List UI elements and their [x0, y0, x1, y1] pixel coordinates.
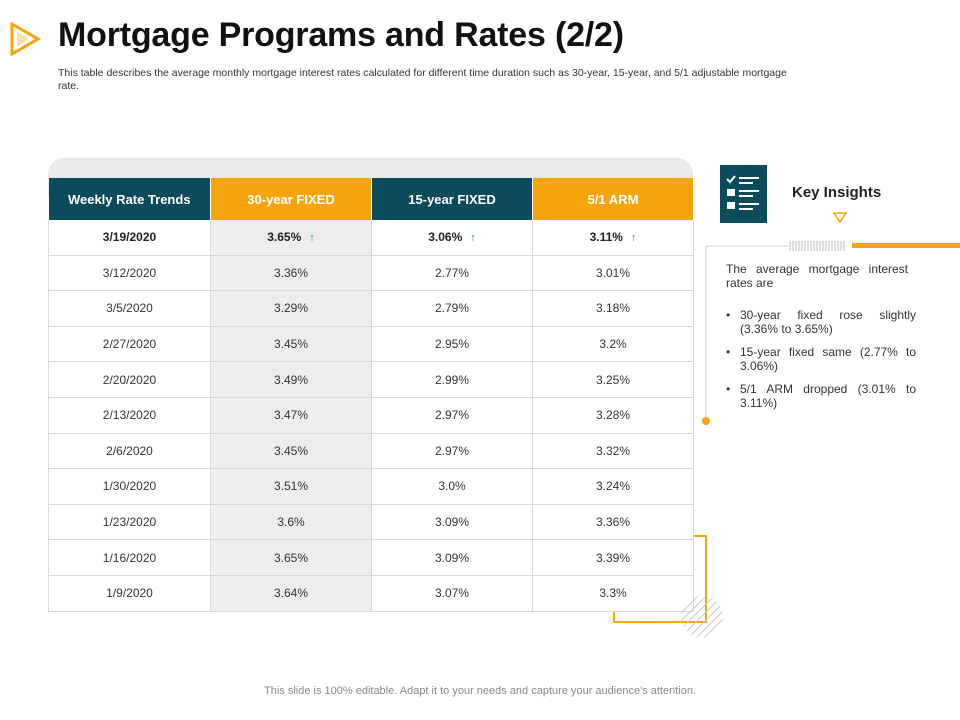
table-row: 1/23/2020 3.6% 3.09% 3.36% — [48, 504, 694, 541]
table-row: 2/6/2020 3.45% 2.97% 3.32% — [48, 433, 694, 470]
date-cell: 2/27/2020 — [48, 326, 211, 363]
date-cell: 3/12/2020 — [48, 255, 211, 292]
date-cell: 1/30/2020 — [48, 468, 211, 505]
list-item: • 15-year fixed same (2.77% to 3.06%) — [726, 345, 916, 373]
chevron-right-icon — [10, 22, 42, 56]
fixed15-cell: 3.07% — [371, 575, 533, 612]
fixed15-value: 3.06% — [428, 230, 463, 245]
table-row: 1/16/2020 3.65% 3.09% 3.39% — [48, 539, 694, 576]
arm51-cell: 3.3% — [532, 575, 694, 612]
header-30-year-fixed: 30-year FIXED — [210, 178, 372, 220]
key-insights-title: Key Insights — [792, 184, 882, 201]
table-row: 2/20/2020 3.49% 2.99% 3.25% — [48, 361, 694, 398]
table-row: 1/30/2020 3.51% 3.0% 3.24% — [48, 468, 694, 505]
insights-list: • 30-year fixed rose slightly (3.36% to 3… — [726, 308, 916, 419]
fixed30-cell: 3.47% — [210, 397, 372, 434]
fixed30-cell: 3.65% — [210, 539, 372, 576]
header-15-year-fixed: 15-year FIXED — [371, 178, 533, 220]
bullet-icon: • — [726, 382, 731, 396]
fixed30-cell: 3.49% — [210, 361, 372, 398]
fixed15-cell: 3.0% — [371, 468, 533, 505]
fixed30-cell: 3.36% — [210, 255, 372, 292]
fixed15-cell: 2.77% — [371, 255, 533, 292]
date-cell: 3/5/2020 — [48, 290, 211, 327]
fixed15-cell: 2.97% — [371, 433, 533, 470]
header-weekly-rate-trends: Weekly Rate Trends — [48, 178, 211, 220]
arm51-cell: 3.25% — [532, 361, 694, 398]
table-row: 2/13/2020 3.47% 2.97% 3.28% — [48, 397, 694, 434]
fixed30-cell: 3.6% — [210, 504, 372, 541]
date-cell: 3/19/2020 — [48, 220, 211, 256]
arm51-cell: 3.18% — [532, 290, 694, 327]
table-row: 1/9/2020 3.64% 3.07% 3.3% — [48, 575, 694, 612]
triangle-down-icon — [833, 212, 847, 224]
fixed30-cell: 3.45% — [210, 433, 372, 470]
arm51-cell: 3.2% — [532, 326, 694, 363]
fixed15-cell: 3.06% ↑ — [371, 220, 533, 256]
fixed30-cell: 3.64% — [210, 575, 372, 612]
arm51-cell: 3.24% — [532, 468, 694, 505]
page-subtitle: This table describes the average monthly… — [58, 67, 787, 92]
list-item: • 30-year fixed rose slightly (3.36% to 3… — [726, 308, 916, 336]
arm51-cell: 3.11% ↑ — [532, 220, 694, 256]
rates-table: Weekly Rate Trends 30-year FIXED 15-year… — [48, 178, 694, 612]
insight-text: 30-year fixed rose slightly (3.36% to 3.… — [740, 308, 916, 336]
fixed30-cell: 3.29% — [210, 290, 372, 327]
fixed15-cell: 2.79% — [371, 290, 533, 327]
list-item: • 5/1 ARM dropped (3.01% to 3.11%) — [726, 382, 916, 410]
header-5-1-arm: 5/1 ARM — [532, 178, 694, 220]
fixed30-cell: 3.65% ↑ — [210, 220, 372, 256]
up-arrow-icon: ↑ — [630, 232, 637, 245]
page-title: Mortgage Programs and Rates (2/2) — [58, 16, 624, 54]
arm51-cell: 3.36% — [532, 504, 694, 541]
fixed30-value: 3.65% — [267, 230, 302, 245]
date-cell: 2/20/2020 — [48, 361, 211, 398]
arm51-value: 3.11% — [589, 230, 623, 245]
arm51-cell: 3.01% — [532, 255, 694, 292]
date-cell: 1/9/2020 — [48, 575, 211, 612]
insight-text: 5/1 ARM dropped (3.01% to 3.11%) — [740, 382, 916, 410]
table-row: 3/12/2020 3.36% 2.77% 3.01% — [48, 255, 694, 292]
fixed15-cell: 3.09% — [371, 539, 533, 576]
arm51-cell: 3.28% — [532, 397, 694, 434]
date-cell: 2/13/2020 — [48, 397, 211, 434]
fixed15-cell: 2.99% — [371, 361, 533, 398]
table-row: 2/27/2020 3.45% 2.95% 3.2% — [48, 326, 694, 363]
insights-intro: The average mortgage interest rates are — [726, 262, 908, 290]
checklist-icon — [720, 165, 767, 223]
arm51-cell: 3.39% — [532, 539, 694, 576]
up-arrow-icon: ↑ — [470, 232, 476, 245]
bullet-icon: • — [726, 345, 731, 359]
insight-text: 15-year fixed same (2.77% to 3.06%) — [740, 345, 916, 373]
date-cell: 2/6/2020 — [48, 433, 211, 470]
date-cell: 1/16/2020 — [48, 539, 211, 576]
table-header-row: Weekly Rate Trends 30-year FIXED 15-year… — [48, 178, 694, 220]
table-row: 3/19/2020 3.65% ↑ 3.06% ↑ 3.11% ↑ — [48, 220, 694, 256]
fixed15-cell: 3.09% — [371, 504, 533, 541]
fixed30-cell: 3.51% — [210, 468, 372, 505]
date-cell: 1/23/2020 — [48, 504, 211, 541]
arm51-cell: 3.32% — [532, 433, 694, 470]
fixed15-cell: 2.95% — [371, 326, 533, 363]
table-row: 3/5/2020 3.29% 2.79% 3.18% — [48, 290, 694, 327]
fixed30-cell: 3.45% — [210, 326, 372, 363]
bullet-icon: • — [726, 308, 731, 322]
date-value: 3/19/2020 — [102, 230, 157, 245]
footer-note: This slide is 100% editable. Adapt it to… — [264, 685, 696, 697]
up-arrow-icon: ↑ — [309, 232, 315, 245]
fixed15-cell: 2.97% — [371, 397, 533, 434]
